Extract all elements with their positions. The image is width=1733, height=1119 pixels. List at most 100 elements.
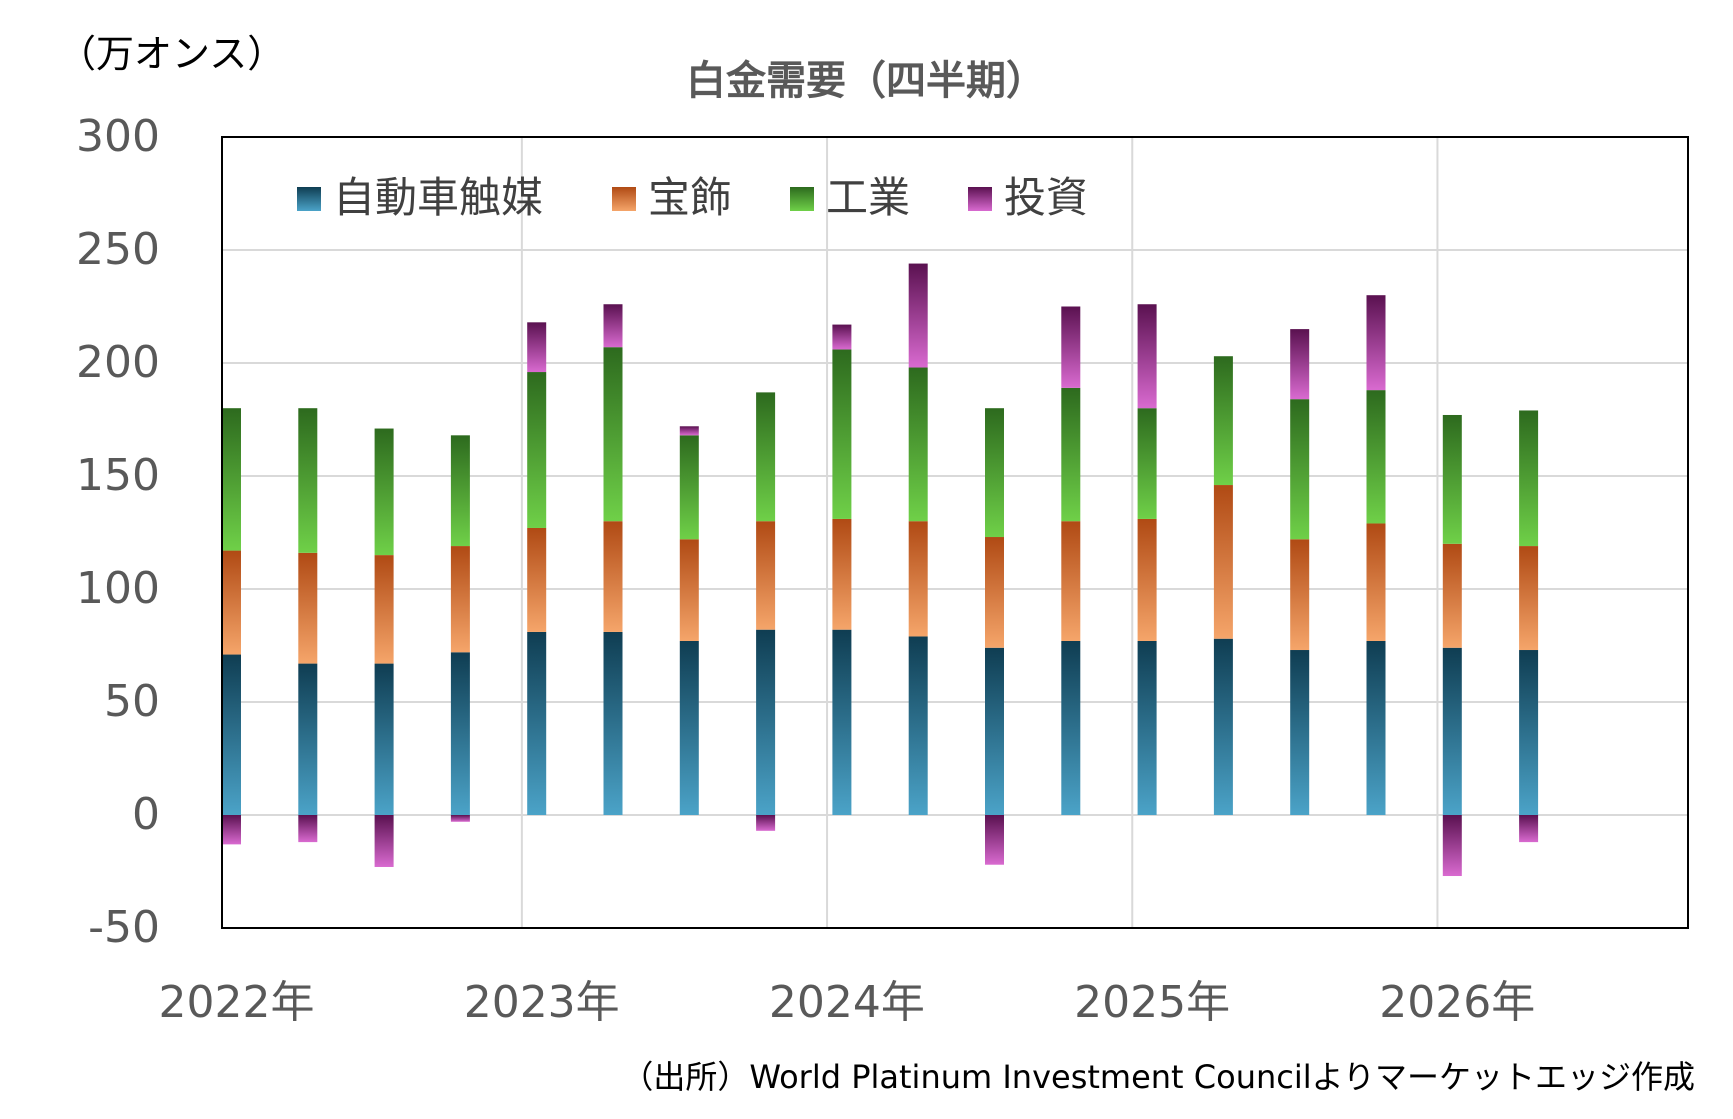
bar-segment-3 — [374, 428, 394, 556]
bar-segment-1 — [908, 636, 928, 815]
bar-segment-3 — [450, 435, 470, 547]
y-tick-label: 150 — [76, 450, 160, 501]
bar-segment-4 — [1290, 329, 1310, 400]
bar-segment-2 — [756, 521, 776, 630]
y-tick-label: 250 — [76, 224, 160, 275]
source-note: （出所）World Platinum Investment Councilよりマ… — [621, 1058, 1695, 1096]
bar-segment-1 — [985, 647, 1004, 815]
x-tick-label: 2022年 — [159, 977, 315, 1028]
bar-segment-3 — [298, 408, 318, 553]
bar-segment-2 — [450, 546, 470, 653]
bar-segment-4 — [832, 324, 852, 350]
bars — [222, 263, 1539, 877]
bar-segment-1 — [374, 663, 394, 815]
x-tick-label: 2026年 — [1379, 977, 1535, 1028]
bar-segment-3 — [527, 372, 547, 528]
bar-segment-2 — [374, 555, 394, 664]
bar-segment-4 — [603, 304, 623, 348]
y-tick-label: 50 — [104, 676, 160, 727]
bar-segment-1 — [1061, 640, 1081, 815]
bar-segment-1 — [1442, 647, 1462, 815]
bar-segment-4 — [1442, 815, 1462, 877]
y-tick-label: 100 — [76, 563, 160, 614]
bar-segment-2 — [679, 539, 699, 641]
bar-segment-2 — [1519, 546, 1539, 651]
bar-segment-1 — [1290, 650, 1310, 815]
bar-segment-4 — [1061, 306, 1081, 388]
bar-segment-1 — [298, 663, 318, 815]
bar-segment-3 — [1366, 390, 1386, 524]
bar-segment-1 — [450, 652, 470, 815]
chart-title: 白金需要（四半期） — [686, 58, 1046, 104]
legend: 自動車触媒 宝飾 工業 投資 — [297, 173, 1088, 222]
legend-label: 自動車触媒 — [333, 173, 543, 222]
bar-segment-4 — [908, 263, 928, 368]
bar-segment-4 — [1137, 304, 1157, 409]
x-axis: 2022年 2023年 2024年 2025年 2026年 — [159, 977, 1536, 1028]
bar-segment-4 — [679, 426, 699, 436]
bar-segment-2 — [1366, 523, 1386, 641]
x-tick-label: 2023年 — [464, 977, 620, 1028]
bar-segment-2 — [1213, 485, 1233, 639]
grid — [222, 137, 1688, 928]
bar-segment-1 — [1519, 650, 1539, 815]
bar-segment-4 — [450, 815, 470, 822]
y-tick-label: 300 — [76, 111, 160, 162]
bar-segment-1 — [1213, 638, 1233, 815]
bar-segment-3 — [1290, 399, 1310, 540]
bar-segment-4 — [756, 815, 776, 831]
bar-segment-1 — [756, 629, 776, 815]
bar-segment-3 — [1442, 414, 1462, 544]
bar-segment-1 — [832, 629, 852, 815]
bar-segment-3 — [756, 392, 776, 522]
bar-segment-3 — [1519, 410, 1539, 547]
bar-segment-1 — [527, 631, 547, 815]
bar-segment-4 — [222, 815, 241, 845]
legend-label: 工業 — [826, 173, 910, 222]
x-tick-label: 2024年 — [769, 977, 925, 1028]
bar-segment-3 — [908, 367, 928, 522]
legend-label: 投資 — [1004, 173, 1088, 222]
legend-swatch — [297, 187, 321, 211]
bar-segment-2 — [832, 518, 852, 630]
bar-segment-3 — [1061, 387, 1081, 522]
bar-segment-3 — [832, 349, 852, 519]
y-tick-label: -50 — [88, 902, 160, 953]
bar-segment-4 — [527, 322, 547, 373]
unit-label: （万オンス） — [58, 32, 285, 76]
bar-segment-4 — [1366, 295, 1386, 391]
bar-segment-1 — [1137, 640, 1157, 815]
bar-segment-1 — [679, 640, 699, 815]
bar-segment-2 — [1061, 521, 1081, 641]
legend-swatch — [612, 187, 636, 211]
bar-segment-2 — [222, 550, 241, 655]
bar-segment-2 — [603, 521, 623, 632]
bar-segment-3 — [985, 408, 1004, 538]
bar-segment-3 — [679, 435, 699, 540]
bar-segment-2 — [1290, 539, 1310, 651]
bar-segment-2 — [1137, 518, 1157, 641]
bar-segment-4 — [1519, 815, 1539, 843]
bar-segment-1 — [603, 631, 623, 815]
legend-swatch — [968, 187, 992, 211]
bar-segment-4 — [985, 815, 1004, 865]
y-axis: 300 250 200 150 100 50 0 -50 — [76, 111, 160, 953]
bar-segment-3 — [1213, 356, 1233, 486]
bar-segment-1 — [1366, 640, 1386, 815]
legend-swatch — [790, 187, 814, 211]
legend-label: 宝飾 — [648, 173, 732, 222]
y-tick-label: 0 — [132, 789, 160, 840]
plot-border — [221, 136, 1689, 929]
bar-segment-2 — [985, 537, 1004, 648]
y-tick-label: 200 — [76, 337, 160, 388]
bar-segment-2 — [1442, 543, 1462, 648]
bar-segment-3 — [222, 408, 241, 551]
bar-segment-2 — [527, 527, 547, 632]
bar-segment-1 — [222, 654, 241, 815]
bar-segment-3 — [1137, 408, 1157, 519]
bar-segment-3 — [603, 347, 623, 522]
bar-segment-4 — [374, 815, 394, 867]
bar-segment-2 — [298, 552, 318, 664]
x-tick-label: 2025年 — [1074, 977, 1230, 1028]
